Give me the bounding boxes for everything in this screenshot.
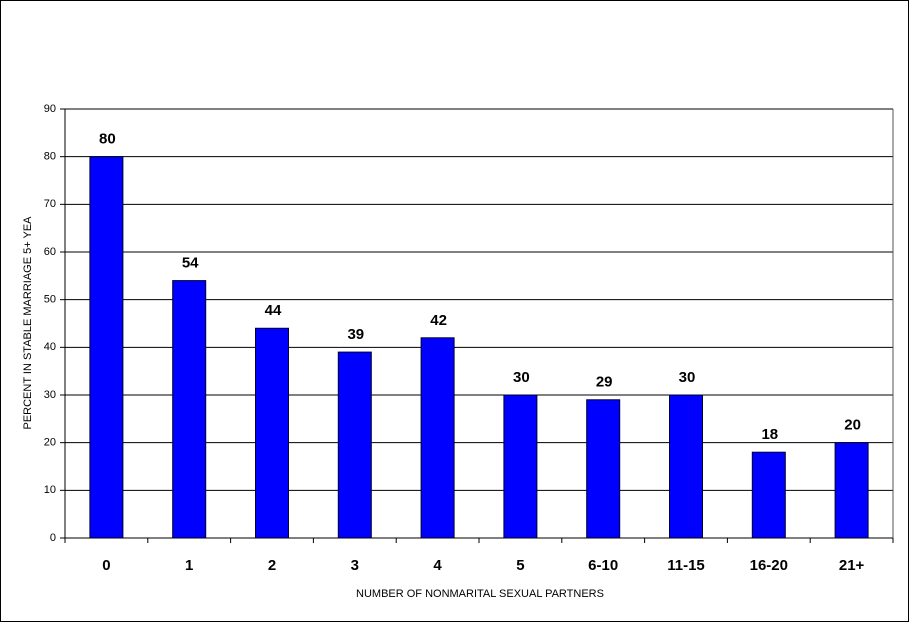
data-label: 80	[99, 131, 116, 148]
x-tick-label: 4	[433, 557, 442, 574]
y-tick-label: 80	[44, 151, 56, 163]
y-tick-label: 70	[44, 198, 56, 210]
bar	[420, 337, 455, 539]
data-label: 20	[844, 417, 861, 434]
x-tick-label: 1	[185, 557, 193, 574]
bar	[834, 442, 869, 539]
y-tick-label: 20	[44, 437, 56, 449]
x-tick-label: 3	[351, 557, 359, 574]
x-tick-label: 2	[268, 557, 276, 574]
data-label: 54	[182, 255, 199, 272]
bar	[89, 156, 124, 539]
y-tick-label: 10	[44, 484, 56, 496]
data-label: 18	[761, 426, 778, 443]
data-label: 30	[679, 369, 696, 386]
x-tick-label: 6-10	[588, 557, 618, 574]
x-tick-label: 16-20	[750, 557, 788, 574]
y-axis-label: PERCENT IN STABLE MARRIAGE 5+ YEA	[22, 216, 34, 430]
data-label: 29	[596, 374, 613, 391]
bar	[337, 351, 372, 539]
y-tick-label: 50	[44, 294, 56, 306]
data-label: 30	[513, 369, 530, 386]
x-tick-label: 0	[102, 557, 110, 574]
bar	[751, 451, 786, 539]
y-tick-label: 30	[44, 389, 56, 401]
data-label: 44	[265, 302, 282, 319]
bar	[172, 280, 207, 539]
y-tick-label: 40	[44, 341, 56, 353]
x-tick-label: 11-15	[667, 557, 705, 574]
data-label: 39	[347, 326, 364, 343]
bar	[255, 327, 289, 539]
x-axis-label: NUMBER OF NONMARITAL SEXUAL PARTNERS	[356, 588, 604, 600]
bar	[669, 394, 703, 539]
data-label: 42	[430, 312, 447, 329]
y-tick-label: 90	[44, 103, 56, 115]
y-tick-label: 60	[44, 246, 56, 258]
bar	[503, 394, 538, 539]
x-tick-label: 5	[516, 557, 524, 574]
bar	[586, 399, 621, 539]
y-tick-label: 0	[50, 532, 56, 544]
x-tick-label: 21+	[839, 557, 865, 574]
